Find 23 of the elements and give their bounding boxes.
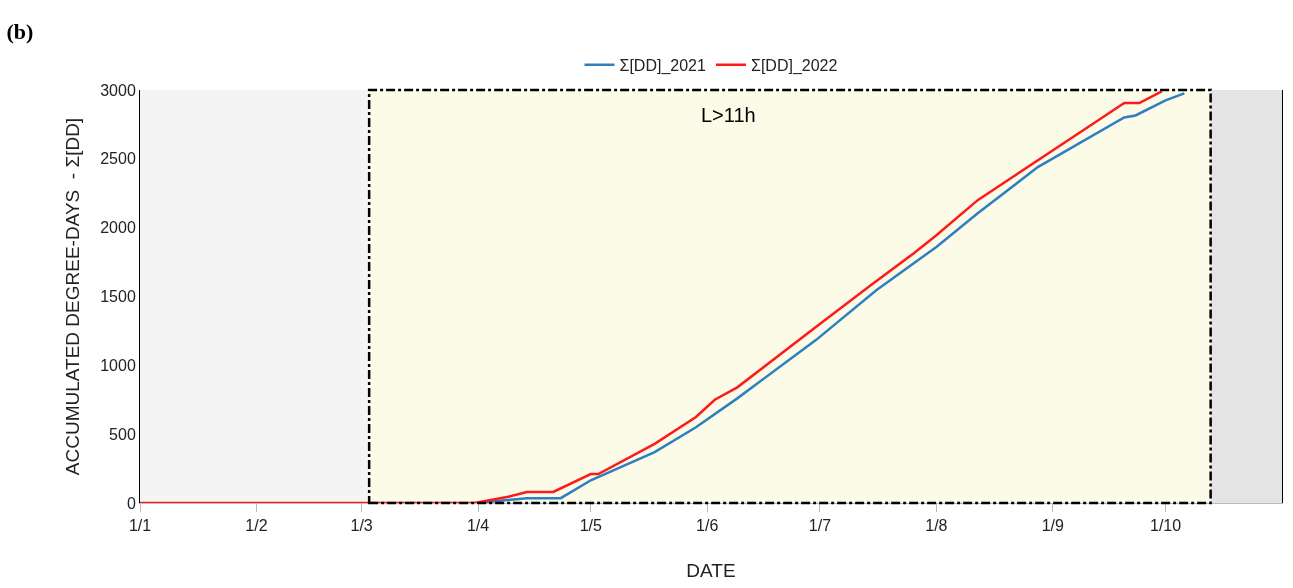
x-tick-label: 1/4 xyxy=(466,517,490,535)
x-tick-label: 1/8 xyxy=(925,517,948,535)
x-tick-label: 1/5 xyxy=(579,517,603,535)
y-tick-label: 0 xyxy=(126,494,136,512)
y-tick-label: 2500 xyxy=(100,150,136,168)
y-tick-label: 1000 xyxy=(100,356,136,374)
x-tick-label: 1/2 xyxy=(245,517,268,535)
chart-title: (b) xyxy=(6,18,34,44)
y-tick-label: 500 xyxy=(109,425,136,443)
x-tick-label: 1/6 xyxy=(696,517,719,535)
y-tick-label: 2000 xyxy=(100,219,136,237)
y-tick-label: 1500 xyxy=(100,288,136,306)
x-tick-label: 1/7 xyxy=(808,517,832,535)
x-tick-label: 1/1 xyxy=(128,517,152,535)
y-axis-title: ACCUMULATED DEGREE-DAYS - Σ[DD] xyxy=(62,117,84,476)
x-tick-label: 1/3 xyxy=(350,517,373,535)
y-tick-label: 3000 xyxy=(100,81,136,99)
band-label: L>11h xyxy=(701,104,756,126)
x-tick-label: 1/9 xyxy=(1041,517,1065,535)
x-tick-label: 1/10 xyxy=(1149,517,1182,535)
legend-label: Σ[DD]_2021 xyxy=(619,56,706,75)
x-axis-title: DATE xyxy=(686,560,736,581)
legend-label: Σ[DD]_2022 xyxy=(750,56,838,75)
